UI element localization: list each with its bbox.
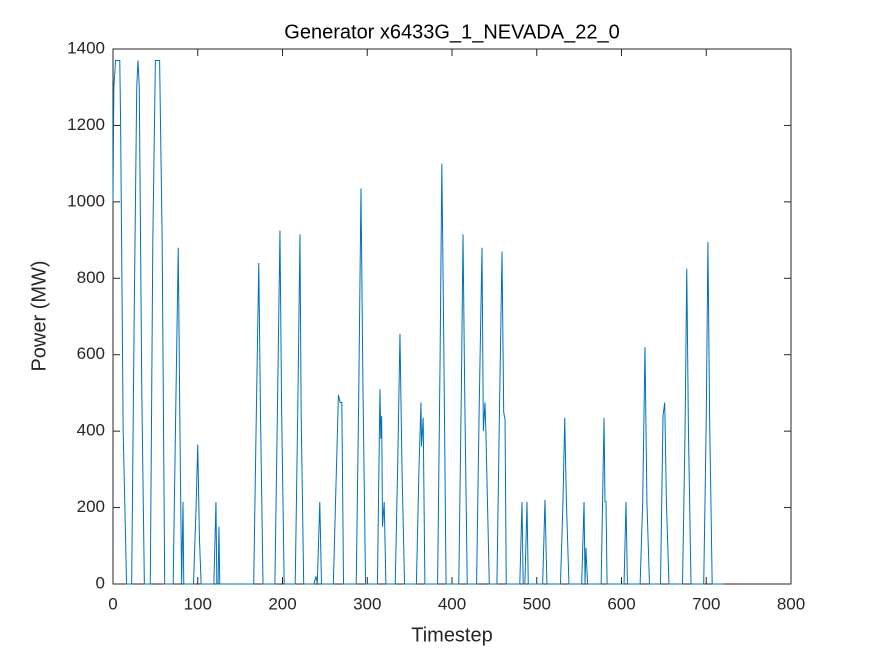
data-line [112,59,724,585]
y-tick-label: 800 [77,268,105,287]
x-axis-label: Timestep [411,624,493,646]
y-tick-label: 1400 [67,38,105,57]
x-tick-label: 100 [184,594,212,613]
y-tick-label: 400 [77,421,105,440]
x-tick-label: 500 [523,594,551,613]
x-tick-label: 700 [692,594,720,613]
x-tick-label: 200 [268,594,296,613]
chart-title: Generator x6433G_1_NEVADA_22_0 [284,21,619,43]
y-tick-label: 1000 [67,191,105,210]
x-tick-label: 800 [777,594,805,613]
x-tick-label: 0 [108,594,117,613]
y-axis-label: Power (MW) [28,260,50,371]
y-tick-label: 1200 [67,115,105,134]
y-tick-label: 200 [77,497,105,516]
x-tick-label: 600 [607,594,635,613]
plot-frame [112,48,792,585]
x-tick-label: 300 [353,594,381,613]
y-tick-label: 600 [77,344,105,363]
y-tick-label: 0 [96,573,105,592]
x-tick-label: 400 [438,594,466,613]
